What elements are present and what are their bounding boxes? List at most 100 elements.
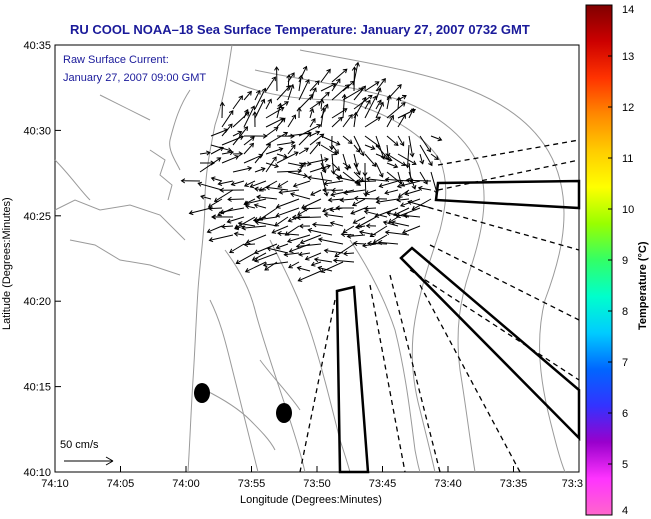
current-vector-head [411,184,417,190]
current-vector-head [180,178,186,184]
current-vector [353,171,364,182]
current-vector-head [210,176,216,182]
current-vector-head [389,114,394,120]
current-vector-head [371,162,377,168]
current-vector [265,117,284,128]
current-vector-head [244,268,250,273]
current-vector-head [335,175,341,181]
current-vector [364,144,375,150]
current-vector [244,243,256,246]
current-vector-head [258,153,264,159]
current-vector-head [254,257,260,263]
current-vector-head [219,209,225,215]
colorbar-tick-label: 11 [622,153,633,165]
current-vector [386,153,406,166]
current-vector [244,180,256,187]
current-vector-head [228,110,234,115]
current-vector-head [437,136,443,142]
current-vector-head [351,201,357,207]
current-vector [385,178,410,182]
current-vector-head [319,98,325,104]
current-vector [290,193,311,200]
x-tick-label: 74:10 [41,478,69,490]
current-vector [276,117,286,128]
colorbar-tick-label: 5 [622,459,628,471]
current-vector [287,234,311,243]
current-vector [353,162,361,175]
current-vector-head [384,177,390,183]
current-vector-head [304,255,310,261]
current-vector-head [384,190,390,195]
current-vector [364,135,381,148]
current-vector [208,207,223,210]
current-vector-head [317,265,323,271]
current-vector [408,135,414,157]
current-vector-head [267,98,272,104]
current-vector [386,102,406,119]
current-vector-head [217,180,223,186]
current-vector-head [401,229,407,235]
current-vector [393,207,410,216]
current-vector-head [353,195,359,202]
current-vector-head [290,140,296,146]
current-vector-head [325,91,330,97]
current-vector-head [374,81,380,86]
current-vector-head [334,149,339,155]
current-vector [243,105,255,128]
current-vector-head [243,241,249,248]
current-vector-head [296,214,301,221]
current-vector-head [234,155,240,160]
current-vector [334,243,355,258]
current-vector-head [234,225,240,231]
current-vector-head [233,231,239,237]
current-vector [232,126,248,146]
current-vector-head [346,233,352,239]
current-vector [209,234,234,241]
current-vector-head [254,219,260,225]
current-vector [364,116,381,128]
current-vector-head [290,133,295,139]
current-vector-head [219,101,225,107]
current-vector-head [244,204,250,210]
current-vector-head [399,141,405,147]
current-vector [221,225,234,228]
current-vector-head [255,89,261,95]
current-vector [265,127,279,137]
current-vector-head [274,163,279,169]
current-vector [234,216,256,229]
current-vector-head [197,181,203,187]
surface-current-vectors [180,61,443,282]
current-vector [309,87,317,101]
current-vector [385,231,410,236]
current-vector-head [288,263,293,269]
current-vector-head [382,220,388,226]
current-vector-head [310,191,316,196]
scale-bar-arrow [64,456,114,466]
current-vector [242,225,267,229]
current-vector-head [301,161,306,167]
current-vector-head [298,74,304,80]
current-vector-head [200,194,206,200]
current-vector [388,216,399,223]
current-vector [384,189,399,194]
current-vector [407,144,410,168]
current-vector-head [272,156,277,162]
current-vector-head [396,197,401,203]
current-vector-head [409,107,415,113]
current-vector [330,222,344,227]
current-vector-head [264,266,270,271]
current-vector [253,216,278,221]
current-vector-head [250,136,255,141]
current-vector-head [417,185,423,191]
island-marker-south [276,403,292,423]
coverage-polygon-3 [335,285,370,474]
current-vector [276,151,299,164]
current-vector [353,242,366,245]
current-vector-head [206,228,212,234]
current-vector-head [229,150,235,156]
current-vector-head [338,116,343,122]
current-vector [207,225,223,233]
current-vector-head [396,183,402,189]
current-vector [231,180,245,186]
current-vector-head [323,180,328,187]
